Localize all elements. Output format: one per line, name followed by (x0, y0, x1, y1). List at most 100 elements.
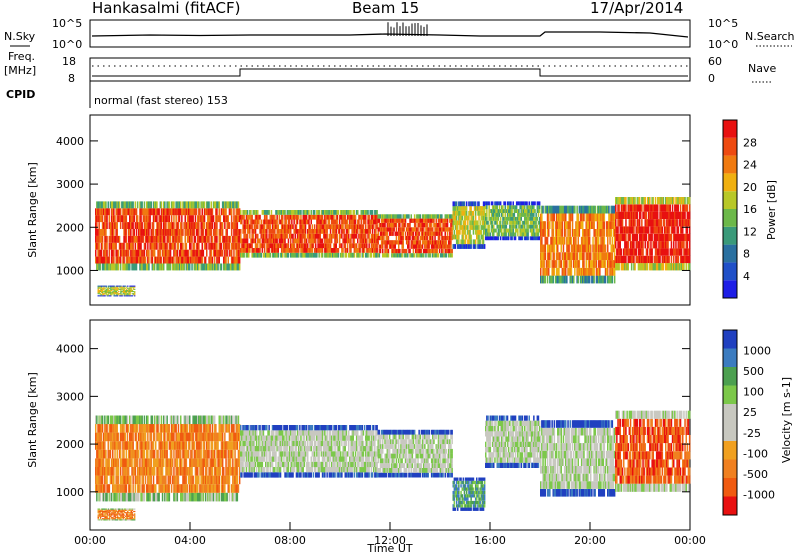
heatmap-cell (347, 220, 349, 225)
heatmap-cell (199, 208, 201, 215)
heatmap-cell (524, 205, 526, 209)
heatmap-cell (618, 263, 620, 270)
heatmap-cell (689, 241, 691, 248)
heatmap-cell (113, 476, 115, 485)
heatmap-cell (479, 239, 481, 244)
heatmap-cell (326, 234, 328, 239)
heatmap-cell (132, 243, 134, 250)
heatmap-cell (253, 234, 255, 239)
heatmap-cell (447, 232, 449, 236)
heatmap-cell (129, 293, 131, 294)
heatmap-cell (483, 235, 485, 240)
heatmap-cell (357, 239, 359, 244)
nsky-trace (92, 32, 688, 37)
heatmap-cell (170, 250, 172, 257)
heatmap-cell (689, 248, 691, 255)
heatmap-cell (204, 222, 206, 229)
heatmap-cell (680, 204, 682, 211)
heatmap-cell (231, 208, 233, 215)
heatmap-cell (438, 253, 440, 257)
heatmap-cell (133, 288, 135, 289)
heatmap-cell (379, 253, 381, 257)
heatmap-cell (333, 215, 335, 220)
heatmap-cell (145, 257, 147, 264)
heatmap-cell (598, 237, 600, 245)
heatmap-cell (350, 210, 352, 215)
heatmap-cell (160, 250, 162, 257)
heatmap-cell (130, 229, 132, 236)
heatmap-cell (188, 250, 190, 257)
heatmap-cell (292, 224, 294, 229)
heatmap-cell (148, 257, 150, 264)
heatmap-cell (684, 212, 686, 219)
heatmap-cell (106, 293, 108, 294)
heatmap-cell (238, 201, 240, 208)
heatmap-cell (408, 240, 410, 244)
heatmap-cell (124, 289, 126, 290)
heatmap-cell (345, 215, 347, 220)
heatmap-cell (535, 221, 537, 225)
heatmap-cell (490, 233, 492, 237)
power-colorbar-label: Power [dB] (765, 180, 778, 240)
heatmap-cell (231, 250, 233, 257)
heatmap-cell (418, 232, 420, 236)
velocity-heatmap (95, 411, 690, 521)
heatmap-cell (468, 216, 470, 221)
heatmap-cell (270, 224, 272, 229)
heatmap-cell (578, 214, 580, 222)
heatmap-cell (226, 250, 228, 257)
heatmap-cell (678, 226, 680, 233)
heatmap-cell (533, 229, 535, 233)
heatmap-cell (516, 205, 518, 209)
heatmap-cell (517, 233, 519, 237)
heatmap-cell (495, 229, 497, 233)
heatmap-cell (259, 248, 261, 253)
heatmap-cell (683, 241, 685, 248)
heatmap-cell (216, 229, 218, 236)
heatmap-cell (417, 236, 419, 240)
heatmap-cell (470, 239, 472, 244)
heatmap-cell (127, 286, 129, 287)
heatmap-cell (507, 221, 509, 225)
heatmap-cell (663, 197, 665, 204)
heatmap-cell (458, 239, 460, 244)
heatmap-cell (500, 221, 502, 225)
heatmap-cell (134, 229, 136, 236)
heatmap-cell (261, 253, 263, 258)
heatmap-cell (229, 243, 231, 250)
heatmap-cell (120, 286, 122, 287)
heatmap-cell (409, 223, 411, 227)
heatmap-cell (470, 206, 472, 211)
heatmap-cell (132, 201, 134, 208)
heatmap-cell (562, 229, 564, 237)
heatmap-cell (106, 287, 108, 288)
heatmap-cell (408, 245, 410, 249)
heatmap-cell (539, 209, 541, 213)
heatmap-cell (222, 229, 224, 236)
heatmap-cell (282, 220, 284, 225)
heatmap-cell (486, 205, 488, 209)
heatmap-cell (119, 236, 121, 243)
heatmap-cell (104, 295, 106, 296)
heatmap-cell (326, 229, 328, 234)
heatmap-cell (212, 257, 214, 264)
heatmap-cell (634, 219, 636, 226)
heatmap-cell (136, 264, 138, 271)
heatmap-cell (322, 253, 324, 258)
heatmap-cell (515, 236, 517, 240)
heatmap-cell (101, 250, 103, 257)
heatmap-cell (170, 236, 172, 243)
heatmap-cell (109, 484, 111, 493)
heatmap-cell (366, 243, 368, 248)
heatmap-cell (506, 233, 508, 237)
heatmap-cell (148, 229, 150, 236)
heatmap-cell (593, 268, 595, 276)
heatmap-cell (147, 243, 149, 250)
heatmap-cell (540, 268, 542, 276)
heatmap-cell (240, 229, 242, 234)
heatmap-cell (111, 493, 113, 502)
heatmap-cell (126, 229, 128, 236)
heatmap-cell (355, 220, 357, 225)
heatmap-cell (545, 252, 547, 260)
heatmap-cell (212, 208, 214, 215)
